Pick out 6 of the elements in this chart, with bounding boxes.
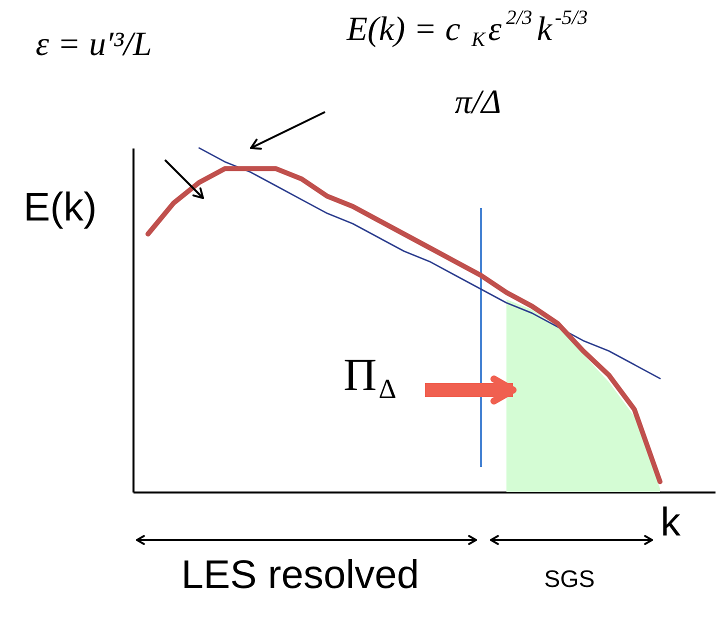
text: ε = u′³/L	[36, 26, 152, 63]
x-axis-title: k	[660, 500, 682, 544]
text: π/Δ	[454, 84, 502, 121]
text: LES resolved	[181, 553, 420, 597]
y-axis-title: E(k)	[24, 186, 97, 230]
text: SGS	[544, 566, 595, 593]
